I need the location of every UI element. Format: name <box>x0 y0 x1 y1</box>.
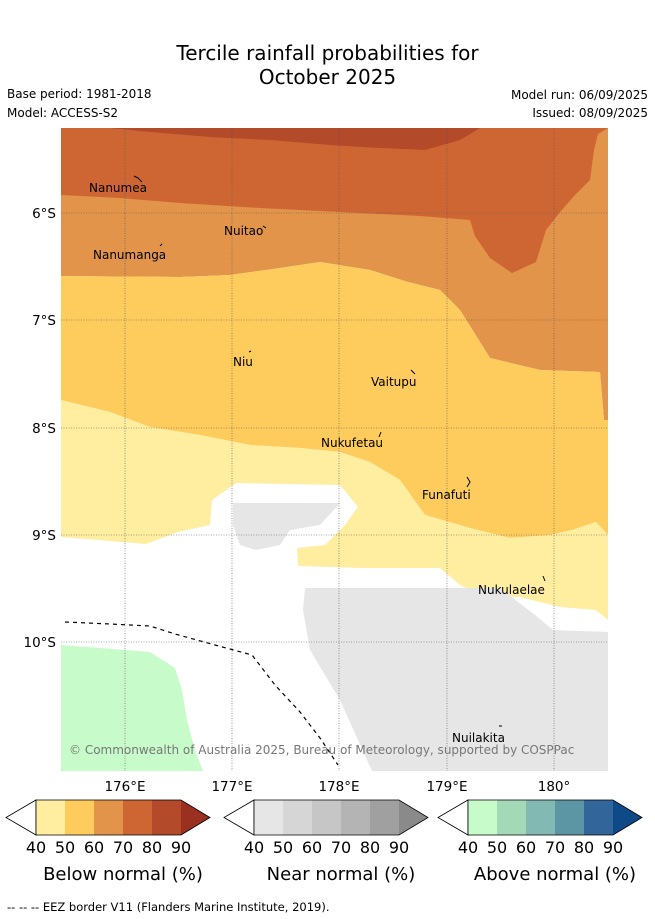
near-normal-colorbar-segment-4 <box>370 800 399 835</box>
near-normal-tick-60: 60 <box>302 838 322 857</box>
below-normal-80-90 <box>110 128 480 150</box>
below-normal-40-50 <box>61 400 608 620</box>
below-normal-tick-50: 50 <box>55 838 75 857</box>
below-normal-50-60 <box>61 262 608 538</box>
near-normal-tick-80: 80 <box>360 838 380 857</box>
lat-label-6s: 6°S <box>32 206 56 222</box>
near-normal-colorbar-outline <box>253 799 429 836</box>
below-normal-colorbar-segment-1 <box>65 800 94 835</box>
near-normal-colorbar-label: Near normal (%) <box>267 864 416 885</box>
above-normal-tick-50: 50 <box>487 838 507 857</box>
funafuti-island-icon <box>466 476 471 488</box>
nukulaelae-island-icon <box>542 575 546 582</box>
above-normal-colorbar-label: Above normal (%) <box>474 864 636 885</box>
grid-lines <box>61 128 608 771</box>
near-normal-area-south <box>303 588 608 771</box>
nuitao-island-icon <box>262 225 267 229</box>
vaitupu-island-icon <box>410 369 416 375</box>
map-title-line-2: October 2025 <box>258 65 397 89</box>
above-normal-colorbar-outline <box>467 799 643 836</box>
lat-label-10s: 10°S <box>24 635 57 651</box>
below-normal-tick-80: 80 <box>142 838 162 857</box>
colorbar-legends: 40 50 60 70 80 90 Below normal (%) 40 50 60 70 80 90… <box>5 799 643 885</box>
issued-text: Issued: 08/09/2025 <box>532 106 648 120</box>
probability-fields <box>61 128 608 771</box>
below-normal-tick-60: 60 <box>84 838 104 857</box>
above-normal-colorbar-low-extend <box>437 799 469 836</box>
below-normal-colorbar-outline <box>35 799 211 836</box>
above-normal-colorbar-high-extend <box>613 800 642 835</box>
near-normal-colorbar-segment-1 <box>283 800 312 835</box>
below-normal-colorbar-segment-3 <box>123 800 152 835</box>
nanumanga-island-icon <box>159 243 163 247</box>
lon-label-176e: 176°E <box>104 779 145 795</box>
above-normal-tick-60: 60 <box>516 838 536 857</box>
above-normal-tick-90: 90 <box>603 838 623 857</box>
above-normal-colorbar-segment-2 <box>526 800 555 835</box>
nanumea-island-icon <box>133 175 143 183</box>
place-label-nuilakita: Nuilakita <box>452 731 505 745</box>
place-label-funafuti: Funafuti <box>422 488 471 502</box>
place-label-niu: Niu <box>233 355 253 369</box>
near-normal-colorbar-segment-2 <box>312 800 341 835</box>
near-normal-tick-40: 40 <box>244 838 264 857</box>
place-label-nukufetau: Nukufetau <box>321 436 383 450</box>
near-normal-colorbar-segment-0 <box>254 800 283 835</box>
above-normal-tick-80: 80 <box>574 838 594 857</box>
place-label-nukulaelae: Nukulaelae <box>478 583 545 597</box>
lon-label-180: 180° <box>538 779 571 795</box>
near-normal-colorbar-high-extend <box>399 800 428 835</box>
eez-border-line <box>64 621 339 766</box>
near-normal-tick-70: 70 <box>331 838 351 857</box>
eez-footer-note: -- -- -- EEZ border V11 (Flanders Marine… <box>7 900 330 914</box>
lon-label-179e: 179°E <box>426 779 467 795</box>
copyright-text: © Commonwealth of Australia 2025, Bureau… <box>69 743 574 757</box>
below-normal-colorbar-low-extend <box>5 799 37 836</box>
lon-label-178e: 178°E <box>318 779 359 795</box>
niu-island-icon <box>248 350 252 353</box>
place-label-vaitupu: Vaitupu <box>371 375 417 389</box>
above-normal-area <box>61 645 203 771</box>
below-normal-colorbar-segment-2 <box>94 800 123 835</box>
place-label-nuitao: Nuitao <box>224 224 263 238</box>
near-normal-colorbar-segment-3 <box>341 800 370 835</box>
lat-label-8s: 8°S <box>32 421 56 437</box>
below-normal-colorbar-segment-4 <box>152 800 181 835</box>
above-normal-colorbar-segment-3 <box>555 800 584 835</box>
map-title-line-1: Tercile rainfall probabilities for <box>176 41 479 65</box>
near-normal-colorbar-low-extend <box>223 799 255 836</box>
model-text: Model: ACCESS-S2 <box>7 106 119 120</box>
near-normal-area-west <box>233 503 340 550</box>
below-normal-70-80 <box>61 128 608 273</box>
above-normal-tick-70: 70 <box>545 838 565 857</box>
below-normal-colorbar-high-extend <box>181 800 210 835</box>
lon-label-177e: 177°E <box>211 779 252 795</box>
nukufetau-island-icon <box>378 431 382 438</box>
above-normal-colorbar-segment-0 <box>468 800 497 835</box>
below-normal-tick-70: 70 <box>113 838 133 857</box>
above-normal-colorbar-segment-1 <box>497 800 526 835</box>
place-label-nanumea: Nanumea <box>89 181 147 195</box>
below-normal-colorbar-label: Below normal (%) <box>43 864 203 885</box>
above-normal-colorbar-segment-4 <box>584 800 613 835</box>
near-normal-tick-50: 50 <box>273 838 293 857</box>
below-normal-tick-40: 40 <box>26 838 46 857</box>
below-normal-colorbar-segment-0 <box>36 800 65 835</box>
near-normal-tick-90: 90 <box>389 838 409 857</box>
lat-label-7s: 7°S <box>32 313 56 329</box>
above-normal-tick-40: 40 <box>458 838 478 857</box>
base-period-text: Base period: 1981-2018 <box>7 87 152 101</box>
place-label-nanumanga: Nanumanga <box>93 248 166 262</box>
model-run-text: Model run: 06/09/2025 <box>510 88 648 102</box>
lat-label-9s: 9°S <box>32 528 56 544</box>
below-normal-tick-90: 90 <box>171 838 191 857</box>
